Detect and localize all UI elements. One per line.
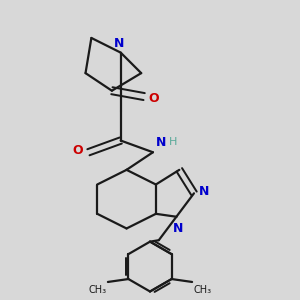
Text: N: N (173, 222, 183, 235)
Text: N: N (114, 37, 124, 50)
Text: O: O (148, 92, 159, 104)
Text: O: O (72, 144, 83, 157)
Text: H: H (169, 137, 177, 147)
Text: N: N (199, 185, 210, 198)
Text: CH₃: CH₃ (194, 285, 212, 295)
Text: CH₃: CH₃ (88, 285, 106, 295)
Text: N: N (156, 136, 166, 149)
